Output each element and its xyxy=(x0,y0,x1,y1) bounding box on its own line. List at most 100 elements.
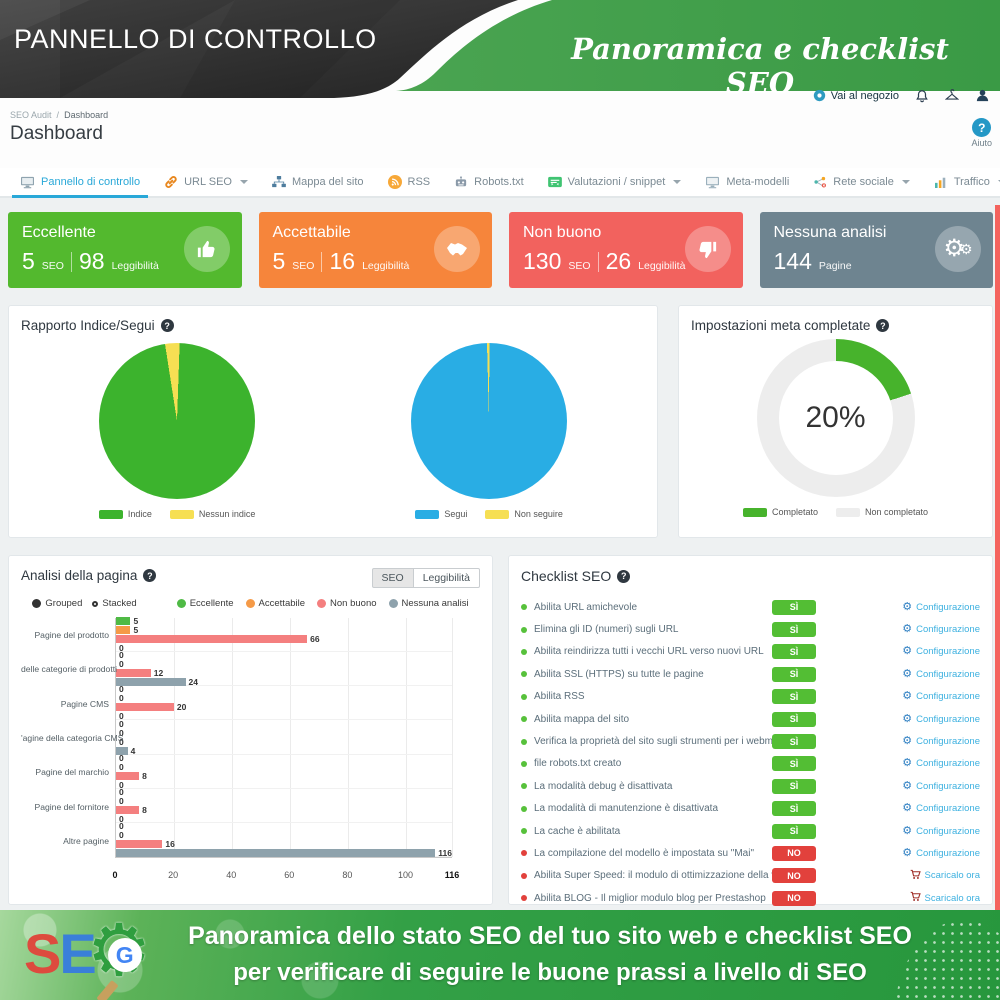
bar-value: 4 xyxy=(130,745,136,756)
checklist-action-link[interactable]: ⚙ Configurazione xyxy=(902,735,980,748)
gears-icon: ⚙ xyxy=(902,690,913,703)
checklist-action-link[interactable]: ⚙ Configurazione xyxy=(902,779,980,792)
logo-gear-icon: ⚙ G xyxy=(87,911,157,1000)
tab-traffico[interactable]: Traffico xyxy=(922,168,1000,196)
legend-item-non-seguire[interactable]: Non seguire xyxy=(485,509,563,519)
tab-mappa-del-sito[interactable]: Mappa del sito xyxy=(260,168,376,196)
bar-non-buono[interactable] xyxy=(116,771,140,780)
checklist-action-link[interactable]: Scaricalo ora xyxy=(862,869,980,883)
checklist-action-link[interactable]: ⚙ Configurazione xyxy=(902,690,980,703)
bar-non-buono[interactable] xyxy=(116,839,163,848)
chart-mode-stacked[interactable]: Stacked xyxy=(92,598,137,609)
checklist-item: La modalità di manutenzione è disattivat… xyxy=(521,798,980,820)
checklist-action-link[interactable]: ⚙ Configurazione xyxy=(902,645,980,658)
help-label: Aiuto xyxy=(971,138,992,148)
tab-valutazioni-snippet[interactable]: Valutazioni / snippet xyxy=(536,168,694,196)
status-bullet xyxy=(521,895,527,902)
bar-nessuna-analisi[interactable] xyxy=(116,848,436,857)
gears-icon: ⚙ xyxy=(902,802,913,815)
bar-non-buono[interactable] xyxy=(116,635,308,644)
category-label: Pagine del fornitore xyxy=(34,801,109,812)
tab-robots-txt[interactable]: Robots.txt xyxy=(442,168,536,196)
tab-pannello-di-controllo[interactable]: Pannello di controllo xyxy=(8,168,152,198)
checklist-action-link[interactable]: Scaricalo ora xyxy=(862,891,980,905)
bar-value: 0 xyxy=(119,736,124,747)
help-icon[interactable]: ? xyxy=(143,569,157,582)
x-tick-label: 20 xyxy=(168,870,179,880)
eye-icon xyxy=(813,89,826,102)
hanger-icon[interactable] xyxy=(945,88,959,103)
legend-item-segui[interactable]: Segui xyxy=(415,509,467,519)
status-badge: NO xyxy=(772,868,816,884)
checklist-item: La compilazione del modello è impostata … xyxy=(521,842,980,864)
bar-chart-analisi: 5 5 66 0 0 0 12 24 0 0 20 0 0 0 0 4 0 0 8 0 0 0 8 0 0 0 16 116 0 20 40… xyxy=(21,617,478,880)
bar-value: 0 xyxy=(119,779,124,790)
bar-nessuna-analisi[interactable] xyxy=(116,746,128,755)
checklist-item: Abilita URL amichevole SÌ ⚙ Configurazione xyxy=(521,596,980,618)
checklist-action-link[interactable]: ⚙ Configurazione xyxy=(902,623,980,636)
bar-value: 66 xyxy=(310,634,320,645)
breadcrumb-parent[interactable]: SEO Audit xyxy=(10,110,52,120)
legend-item-non-completato[interactable]: Non completato xyxy=(835,507,928,517)
rss-icon xyxy=(387,175,402,189)
checklist-label: Abilita Super Speed: il modulo di ottimi… xyxy=(534,870,772,882)
chart-mode-grouped[interactable]: Grouped xyxy=(32,598,82,609)
legend-item-completato[interactable]: Completato xyxy=(742,507,818,517)
tab-url-seo[interactable]: URL SEO xyxy=(152,168,260,196)
checklist-action-link[interactable]: ⚙ Configurazione xyxy=(902,667,980,680)
legend-series-non-buono[interactable]: Non buono xyxy=(317,598,377,609)
bar-value: 8 xyxy=(142,804,147,815)
x-tick-label: 60 xyxy=(284,870,295,880)
footer-tagline-1: Panoramica dello stato SEO del tuo sito … xyxy=(188,922,912,950)
checklist-action-link[interactable]: ⚙ Configurazione xyxy=(902,802,980,815)
checklist-item: file robots.txt creato SÌ ⚙ Configurazione xyxy=(521,753,980,775)
checklist-label: Abilita reindirizza tutti i vecchi URL v… xyxy=(534,646,764,658)
checklist-label: Abilita RSS xyxy=(534,691,585,703)
chart-mode-legend: Grouped Stacked xyxy=(32,598,137,609)
panel-title: Rapporto Indice/Segui xyxy=(21,318,155,333)
help-icon[interactable]: ? xyxy=(160,319,174,332)
app-header: PANNELLO DI CONTROLLO Panoramica e check… xyxy=(0,0,1000,108)
chart-view-leggibilit[interactable]: Leggibilità xyxy=(413,568,480,588)
checklist-label: La cache è abilitata xyxy=(534,825,621,837)
bar-eccellente[interactable] xyxy=(116,617,131,626)
bar-group-pagine-cms: 0 0 20 0 xyxy=(116,684,452,721)
bar-value: 0 xyxy=(119,684,124,695)
help-button[interactable]: ? Aiuto xyxy=(971,118,992,148)
bell-icon[interactable] xyxy=(915,89,929,103)
bar-non-buono[interactable] xyxy=(116,669,151,678)
logo-letter-g: G xyxy=(115,941,134,968)
checklist-action-link[interactable]: ⚙ Configurazione xyxy=(902,824,980,837)
bar-non-buono[interactable] xyxy=(116,703,174,712)
legend-item-indice[interactable]: Indice xyxy=(98,509,152,519)
checklist-item: La modalità debug è disattivata SÌ ⚙ Config… xyxy=(521,775,980,797)
tab-meta-modelli[interactable]: Meta-modelli xyxy=(693,168,801,196)
checklist-action-link[interactable]: ⚙ Configurazione xyxy=(902,757,980,770)
tab-rete-sociale[interactable]: Rete sociale xyxy=(801,168,922,196)
footer-tagline-2: per verificare di seguire le buone prass… xyxy=(233,959,867,986)
right-edge-strip xyxy=(995,205,1000,910)
card-values: 130 SEO 26 Leggibilità xyxy=(523,248,686,274)
chart-view-seo[interactable]: SEO xyxy=(371,568,414,588)
stat-card-accettabile: Accettabile 5 SEO 16 Leggibilità xyxy=(258,212,492,288)
checklist-action-link[interactable]: ⚙ Configurazione xyxy=(902,846,980,859)
bar-non-buono[interactable] xyxy=(116,805,140,814)
legend-series-nessuna-analisi[interactable]: Nessuna analisi xyxy=(388,598,469,609)
legend-series-eccellente[interactable]: Eccellente xyxy=(176,598,234,609)
module-subtitle: Panoramica e checklist SEO xyxy=(571,32,949,100)
help-icon[interactable]: ? xyxy=(617,569,631,583)
user-icon[interactable] xyxy=(975,88,990,103)
legend-item-nessun-indice[interactable]: Nessun indice xyxy=(169,509,255,519)
checklist-action-link[interactable]: ⚙ Configurazione xyxy=(902,712,980,725)
store-link[interactable]: Vai al negozio xyxy=(813,89,899,102)
bar-accettabile[interactable] xyxy=(116,626,131,635)
status-bullet xyxy=(521,626,527,633)
legend-series-accettabile[interactable]: Accettabile xyxy=(245,598,305,609)
checklist-action-link[interactable]: ⚙ Configurazione xyxy=(902,600,980,613)
gears-icon: ⚙ xyxy=(902,779,913,792)
gears-icon: ⚙ xyxy=(902,712,913,725)
checklist-label: Abilita URL amichevole xyxy=(534,601,638,613)
help-icon[interactable]: ? xyxy=(876,319,890,332)
tab-rss[interactable]: RSS xyxy=(376,168,443,196)
bar-nessuna-analisi[interactable] xyxy=(116,678,186,687)
